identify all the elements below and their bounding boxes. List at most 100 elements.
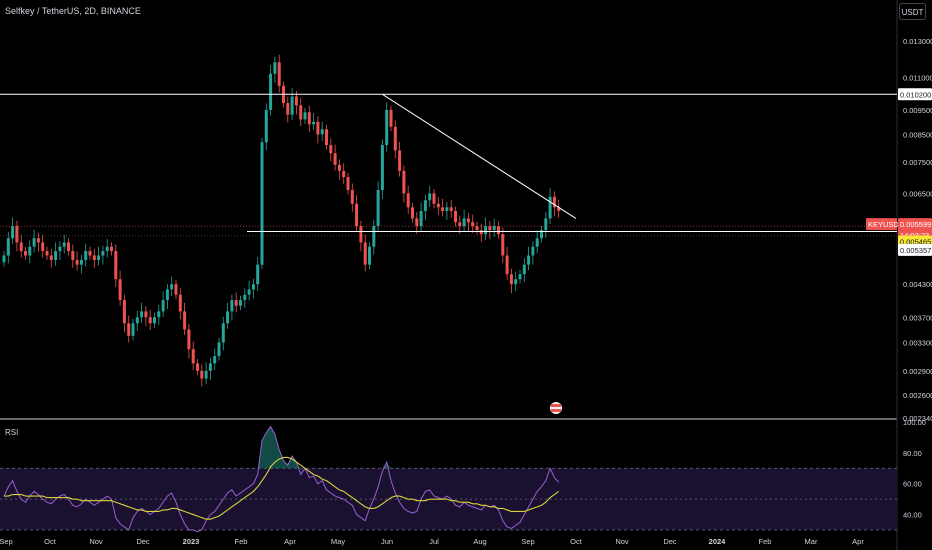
time-axis[interactable]: Sep Oct Nov Dec 2023 Feb Apr May Jun Jul Aug Sep Oct… xyxy=(0,537,864,546)
candle xyxy=(398,141,402,177)
candle-body xyxy=(273,62,277,74)
candle-body xyxy=(157,311,161,318)
candle-body xyxy=(376,190,380,227)
candle xyxy=(71,244,75,268)
candle-body xyxy=(445,207,449,211)
candle-body xyxy=(557,207,561,211)
candle-body xyxy=(153,317,156,324)
candle xyxy=(114,244,118,287)
time-tick-label: Apr xyxy=(852,537,864,546)
candle-body xyxy=(122,300,126,324)
candle xyxy=(191,341,195,371)
time-tick-label: Feb xyxy=(235,537,248,546)
candle xyxy=(514,271,518,291)
quote-unit-button[interactable]: USDT xyxy=(899,3,926,20)
candle xyxy=(75,251,79,271)
candle-body xyxy=(471,222,475,227)
candle xyxy=(54,242,58,266)
candle-body xyxy=(514,279,518,285)
candle-body xyxy=(432,193,436,204)
candle xyxy=(320,121,324,142)
candle xyxy=(226,302,230,329)
candle-body xyxy=(527,255,531,265)
candle-body xyxy=(415,218,419,227)
candle-body xyxy=(389,109,393,127)
candle xyxy=(286,96,290,123)
candle xyxy=(251,278,255,299)
candle xyxy=(239,295,242,311)
price-tick-label: 0.007500 xyxy=(903,158,932,167)
price-tick-label: 0.002900 xyxy=(903,367,932,376)
event-marker-stripe-top xyxy=(551,404,561,407)
candle xyxy=(28,240,32,264)
horizontal-levels[interactable] xyxy=(0,93,897,237)
low-level-price-tag: 0.005357 xyxy=(898,243,932,256)
candle-body xyxy=(329,144,333,154)
candle xyxy=(380,139,384,199)
candle-body xyxy=(135,317,139,324)
candle xyxy=(419,202,423,232)
candle xyxy=(11,217,15,244)
candle-body xyxy=(110,246,113,252)
candle xyxy=(423,194,427,220)
symbol-title[interactable]: Selfkey / TetherUS, 2D, BINANCE xyxy=(5,6,141,16)
candle xyxy=(290,87,294,121)
candle xyxy=(135,310,139,332)
rsi-indicator-label[interactable]: RSI xyxy=(5,428,19,437)
rsi-axis[interactable]: 100.00 80.00 60.00 40.00 xyxy=(903,418,926,520)
candle-body xyxy=(325,129,328,145)
time-tick-label: 2023 xyxy=(183,537,200,546)
candle-body xyxy=(540,230,543,239)
candle xyxy=(247,280,251,301)
candle xyxy=(436,197,440,216)
candle-body xyxy=(428,193,432,201)
candle xyxy=(411,202,414,223)
candle xyxy=(62,234,66,254)
candle-body xyxy=(380,144,384,191)
time-tick-label: Sep xyxy=(521,537,534,546)
candle-body xyxy=(187,329,191,350)
candle-body xyxy=(350,190,354,204)
candle-body xyxy=(449,207,453,211)
candle-body xyxy=(226,311,230,324)
candle-body xyxy=(165,289,169,301)
candle-body xyxy=(398,150,402,171)
candle-body xyxy=(84,251,88,261)
price-tick-label: 0.002600 xyxy=(903,391,932,400)
candle xyxy=(544,211,548,238)
candle xyxy=(165,283,169,310)
candle-body xyxy=(97,255,101,261)
candle xyxy=(148,309,152,330)
candle-body xyxy=(161,300,165,312)
time-tick-label: Jun xyxy=(381,537,393,546)
rsi-ma-line xyxy=(4,456,560,520)
candle xyxy=(342,163,346,184)
event-marker-icon[interactable] xyxy=(550,402,562,414)
candle xyxy=(243,288,247,308)
candle xyxy=(479,223,483,242)
candle-body xyxy=(174,284,178,295)
candle-body xyxy=(522,264,526,275)
event-marker-circle xyxy=(550,402,562,414)
resistance-price-tag-bg xyxy=(898,88,932,101)
candle xyxy=(256,257,260,291)
trendline[interactable] xyxy=(382,93,577,219)
candle-body xyxy=(247,289,251,295)
candle-body xyxy=(191,349,195,364)
candle xyxy=(183,302,187,336)
candle-body xyxy=(531,246,535,256)
candle xyxy=(45,246,49,260)
candle xyxy=(24,246,27,260)
price-axis[interactable]: 0.013000 0.011000 0.009500 0.008500 0.007500… xyxy=(903,37,932,423)
candle-body xyxy=(11,226,15,239)
candle-body xyxy=(479,230,483,235)
candle xyxy=(368,242,371,270)
candle xyxy=(466,212,470,232)
candle xyxy=(204,362,208,385)
candle-body xyxy=(118,279,122,301)
candle-body xyxy=(15,226,19,243)
candle-body xyxy=(243,294,247,301)
rsi-tick-label: 40.00 xyxy=(903,511,922,520)
candle-body xyxy=(170,284,174,290)
